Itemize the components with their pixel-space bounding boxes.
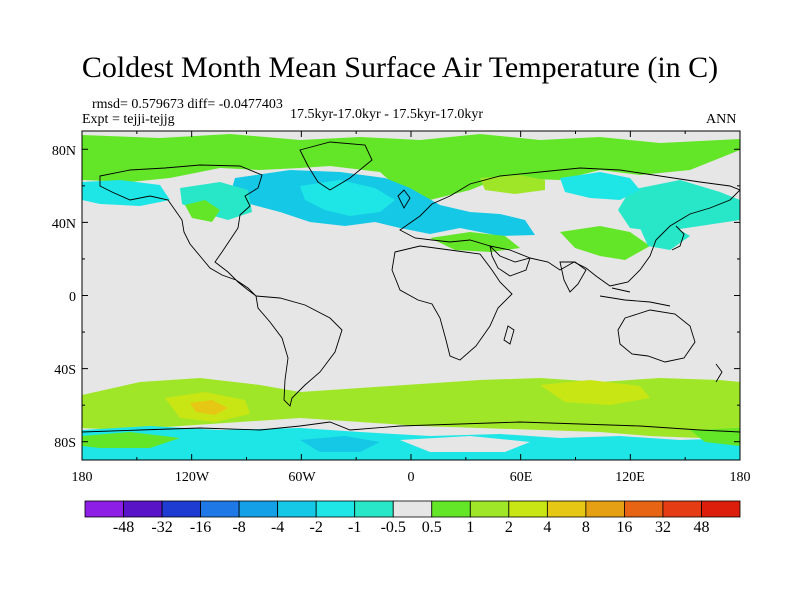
coastline-antarctica bbox=[82, 421, 740, 433]
colorbar-swatch bbox=[662, 500, 702, 518]
x-tick-180-west: 180 bbox=[72, 470, 93, 485]
coastlines bbox=[82, 141, 740, 433]
x-tick-120E: 120E bbox=[615, 470, 645, 485]
anomaly-region-mediterranean bbox=[430, 232, 520, 252]
colorbar-label: -4 bbox=[271, 519, 284, 536]
experiment-label: Expt = tejji-tejjg bbox=[82, 112, 175, 127]
colorbar-label: -48 bbox=[113, 519, 134, 536]
y-tick-40S: 40S bbox=[54, 363, 76, 378]
x-tick-180-east: 180 bbox=[730, 470, 751, 485]
colorbar-swatch bbox=[123, 500, 163, 518]
anomaly-region-north-atlantic-core bbox=[300, 180, 395, 216]
anomaly-region-indian-southern-yellow bbox=[540, 380, 650, 405]
colorbar-label: 4 bbox=[543, 519, 551, 536]
y-tick-40N: 40N bbox=[52, 217, 76, 232]
colorbar-label: 48 bbox=[693, 519, 709, 536]
coastline-new-zealand bbox=[715, 363, 723, 383]
anomaly-region-east-asia-cyan bbox=[560, 172, 640, 200]
colorbar-swatch bbox=[200, 500, 240, 518]
y-tick-0: 0 bbox=[69, 290, 76, 305]
anomaly-region-antarctic-blue bbox=[300, 436, 380, 452]
colorbar-swatch bbox=[469, 500, 510, 518]
colorbar-swatch bbox=[546, 500, 587, 518]
season-label: ANN bbox=[706, 112, 737, 127]
colorbar-swatch bbox=[701, 500, 741, 518]
anomaly-region-antarctic-green-east bbox=[690, 428, 740, 446]
y-tick-80S: 80S bbox=[54, 436, 76, 451]
coastline-india bbox=[559, 261, 587, 293]
colorbar-swatch bbox=[585, 500, 625, 518]
anomaly-region-southern-ocean-orange bbox=[190, 400, 228, 415]
coastline-japan bbox=[671, 225, 685, 251]
axis-ticks bbox=[81, 131, 741, 460]
colorbar-label: -32 bbox=[151, 519, 172, 536]
anomaly-region-pacific-green bbox=[185, 200, 220, 222]
anomaly-region-arctic-green bbox=[82, 134, 740, 200]
colorbar-label: -8 bbox=[232, 519, 245, 536]
x-tick-60E: 60E bbox=[510, 470, 533, 485]
coastline-arabia bbox=[489, 245, 531, 277]
colorbar-swatch bbox=[624, 500, 664, 518]
colorbar-label: -2 bbox=[310, 519, 323, 536]
x-tick-60W: 60W bbox=[288, 470, 316, 485]
x-tick-120W: 120W bbox=[175, 470, 210, 485]
anomaly-region-asia-green bbox=[560, 226, 650, 260]
anomaly-region-antarctic-grey bbox=[400, 436, 530, 452]
coastline-eurasia bbox=[399, 167, 740, 287]
colorbar-swatch bbox=[84, 500, 124, 518]
coastline-greenland bbox=[299, 141, 373, 191]
colorbar-swatch bbox=[392, 500, 433, 518]
anomaly-field bbox=[82, 134, 740, 460]
colorbar-label: -0.5 bbox=[381, 519, 406, 536]
period-label: 17.5kyr-17.0kyr - 17.5kyr-17.0kyr bbox=[290, 107, 484, 122]
coastline-north-america bbox=[99, 164, 263, 297]
colorbar-swatch bbox=[161, 500, 201, 518]
anomaly-region-alaska-cyan bbox=[82, 180, 170, 206]
colorbar-label: 1 bbox=[466, 519, 474, 536]
colorbar-swatch bbox=[354, 500, 394, 518]
anomaly-region-antarctic-green bbox=[82, 432, 180, 448]
colorbar-label: 2 bbox=[505, 519, 513, 536]
colorbar-swatch bbox=[431, 500, 471, 518]
colorbar-label: 32 bbox=[655, 519, 671, 536]
colorbar-label: -16 bbox=[190, 519, 211, 536]
colorbar-label: 8 bbox=[582, 519, 590, 536]
rmsd-diff-label: rmsd= 0.579673 diff= -0.0477403 bbox=[92, 97, 283, 112]
anomaly-region-pacific-north bbox=[618, 180, 740, 232]
colorbar-swatch bbox=[277, 500, 317, 518]
colorbar-labels: -48 -32 -16 -8 -4 -2 -1 -0.5 0.5 1 2 4 8 16 32 48 bbox=[113, 519, 710, 536]
colorbar-label: 0.5 bbox=[422, 519, 442, 536]
x-tick-0: 0 bbox=[408, 470, 415, 485]
coastline-south-america bbox=[255, 295, 343, 407]
colorbar-swatch bbox=[315, 500, 356, 518]
coastline-indonesia bbox=[599, 287, 671, 307]
anomaly-region-siberia-green bbox=[480, 175, 545, 194]
chart-title: Coldest Month Mean Surface Air Temperatu… bbox=[81, 51, 719, 84]
colorbar-swatch bbox=[508, 500, 548, 518]
colorbar-swatch bbox=[238, 500, 279, 518]
coastline-uk bbox=[397, 189, 411, 209]
coastline-madagascar bbox=[503, 325, 515, 345]
anomaly-region-asia-cyan bbox=[640, 224, 690, 250]
coastline-australia bbox=[617, 309, 696, 363]
coastline-africa bbox=[391, 245, 513, 361]
colorbar-label: 16 bbox=[616, 519, 632, 536]
y-tick-80N: 80N bbox=[52, 144, 76, 159]
colorbar-label: -1 bbox=[348, 519, 361, 536]
colorbar bbox=[84, 500, 741, 518]
